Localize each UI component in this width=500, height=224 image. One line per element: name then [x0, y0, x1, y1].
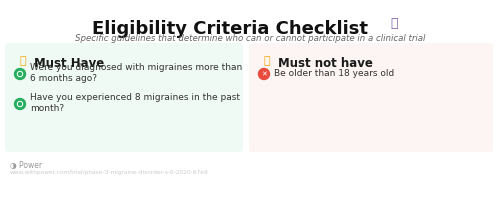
Text: ✕: ✕	[261, 71, 267, 77]
FancyBboxPatch shape	[5, 43, 243, 152]
FancyBboxPatch shape	[249, 43, 493, 152]
Text: ◑ Power: ◑ Power	[10, 161, 42, 170]
Text: 📋: 📋	[390, 17, 398, 30]
Text: Must not have: Must not have	[278, 57, 373, 70]
Text: Were you diagnosed with migraines more than
6 months ago?: Were you diagnosed with migraines more t…	[30, 62, 242, 83]
Text: 👍: 👍	[20, 56, 26, 66]
Text: 👎: 👎	[264, 56, 270, 66]
Text: Must Have: Must Have	[34, 57, 104, 70]
Circle shape	[18, 71, 22, 77]
Text: Be older than 18 years old: Be older than 18 years old	[274, 69, 394, 78]
Text: Eligibility Criteria Checklist: Eligibility Criteria Checklist	[92, 20, 368, 38]
Circle shape	[14, 69, 26, 80]
Circle shape	[14, 99, 26, 110]
Text: www.withpower.com/trial/phase-3-migraine-disorder-s-6-2020-67e9: www.withpower.com/trial/phase-3-migraine…	[10, 170, 209, 175]
Text: Have you experienced 8 migraines in the past
month?: Have you experienced 8 migraines in the …	[30, 93, 240, 113]
Circle shape	[18, 101, 22, 106]
Circle shape	[18, 103, 22, 106]
Text: Specific guidelines that determine who can or cannot participate in a clinical t: Specific guidelines that determine who c…	[75, 34, 425, 43]
Circle shape	[18, 73, 22, 75]
Circle shape	[258, 69, 270, 80]
